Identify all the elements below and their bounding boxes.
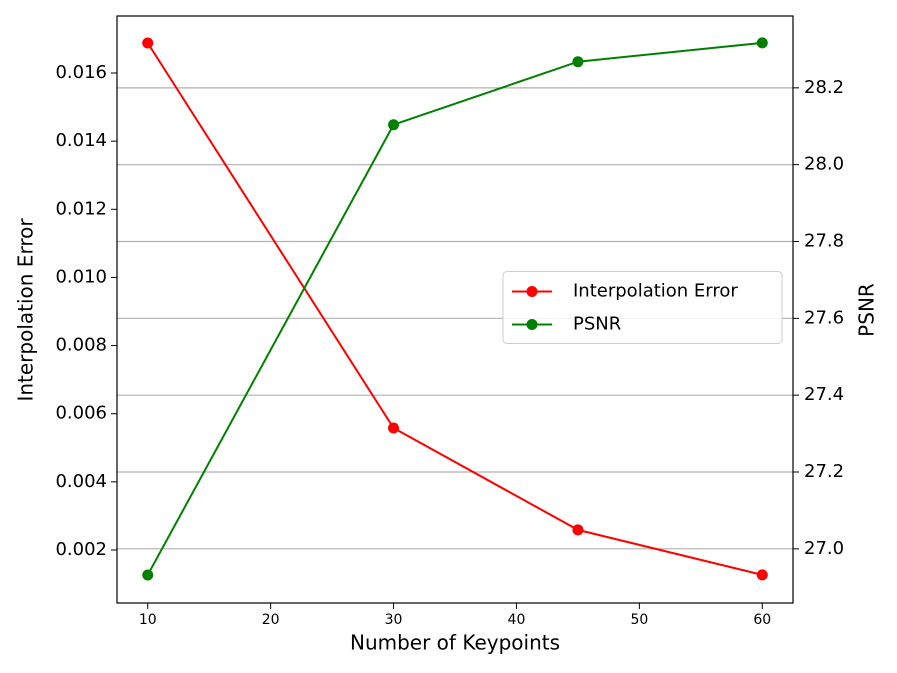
y-tick-label: 0.016 xyxy=(55,62,107,83)
y2-axis-label: PSNR xyxy=(855,283,879,337)
y2-tick-label: 27.6 xyxy=(804,307,844,328)
x-tick-label: 50 xyxy=(630,612,648,628)
y-tick-label: 0.006 xyxy=(55,403,107,424)
data-point xyxy=(388,119,400,131)
legend-marker xyxy=(526,286,538,297)
series-line xyxy=(146,42,763,576)
data-point xyxy=(572,56,584,68)
x-tick-label: 60 xyxy=(753,612,771,628)
y-tick-label: 0.010 xyxy=(55,266,107,287)
y2-tick-label: 27.2 xyxy=(804,461,844,482)
plot-frame xyxy=(116,15,794,604)
y2-tick-label: 27.8 xyxy=(804,231,844,252)
legend-label: PSNR xyxy=(573,314,621,335)
x-tick-label: 30 xyxy=(385,612,403,628)
data-point xyxy=(756,37,768,49)
y2-tick-label: 28.2 xyxy=(804,77,844,98)
legend-label: Interpolation Error xyxy=(573,281,738,302)
y-tick-label: 0.012 xyxy=(55,198,107,219)
y-tick-label: 0.002 xyxy=(55,539,107,560)
legend-box xyxy=(502,271,783,344)
data-point xyxy=(756,569,768,581)
y2-tick-label: 27.0 xyxy=(804,538,844,559)
x-tick-label: 20 xyxy=(262,612,280,628)
y-tick-label: 0.008 xyxy=(55,335,107,356)
x-axis-label: Number of Keypoints xyxy=(350,631,560,655)
y-tick-label: 0.014 xyxy=(55,130,107,151)
y-tick-label: 0.004 xyxy=(55,471,107,492)
y2-tick-label: 28.0 xyxy=(804,154,844,175)
data-point xyxy=(142,37,154,49)
legend-marker xyxy=(526,319,538,330)
data-point xyxy=(388,422,400,434)
y2-tick-label: 27.4 xyxy=(804,384,844,405)
x-tick-label: 40 xyxy=(508,612,526,628)
series-line xyxy=(146,41,763,576)
data-point xyxy=(142,569,154,581)
y-axis-label: Interpolation Error xyxy=(14,218,38,402)
x-tick-label: 10 xyxy=(139,612,157,628)
data-point xyxy=(572,524,584,536)
